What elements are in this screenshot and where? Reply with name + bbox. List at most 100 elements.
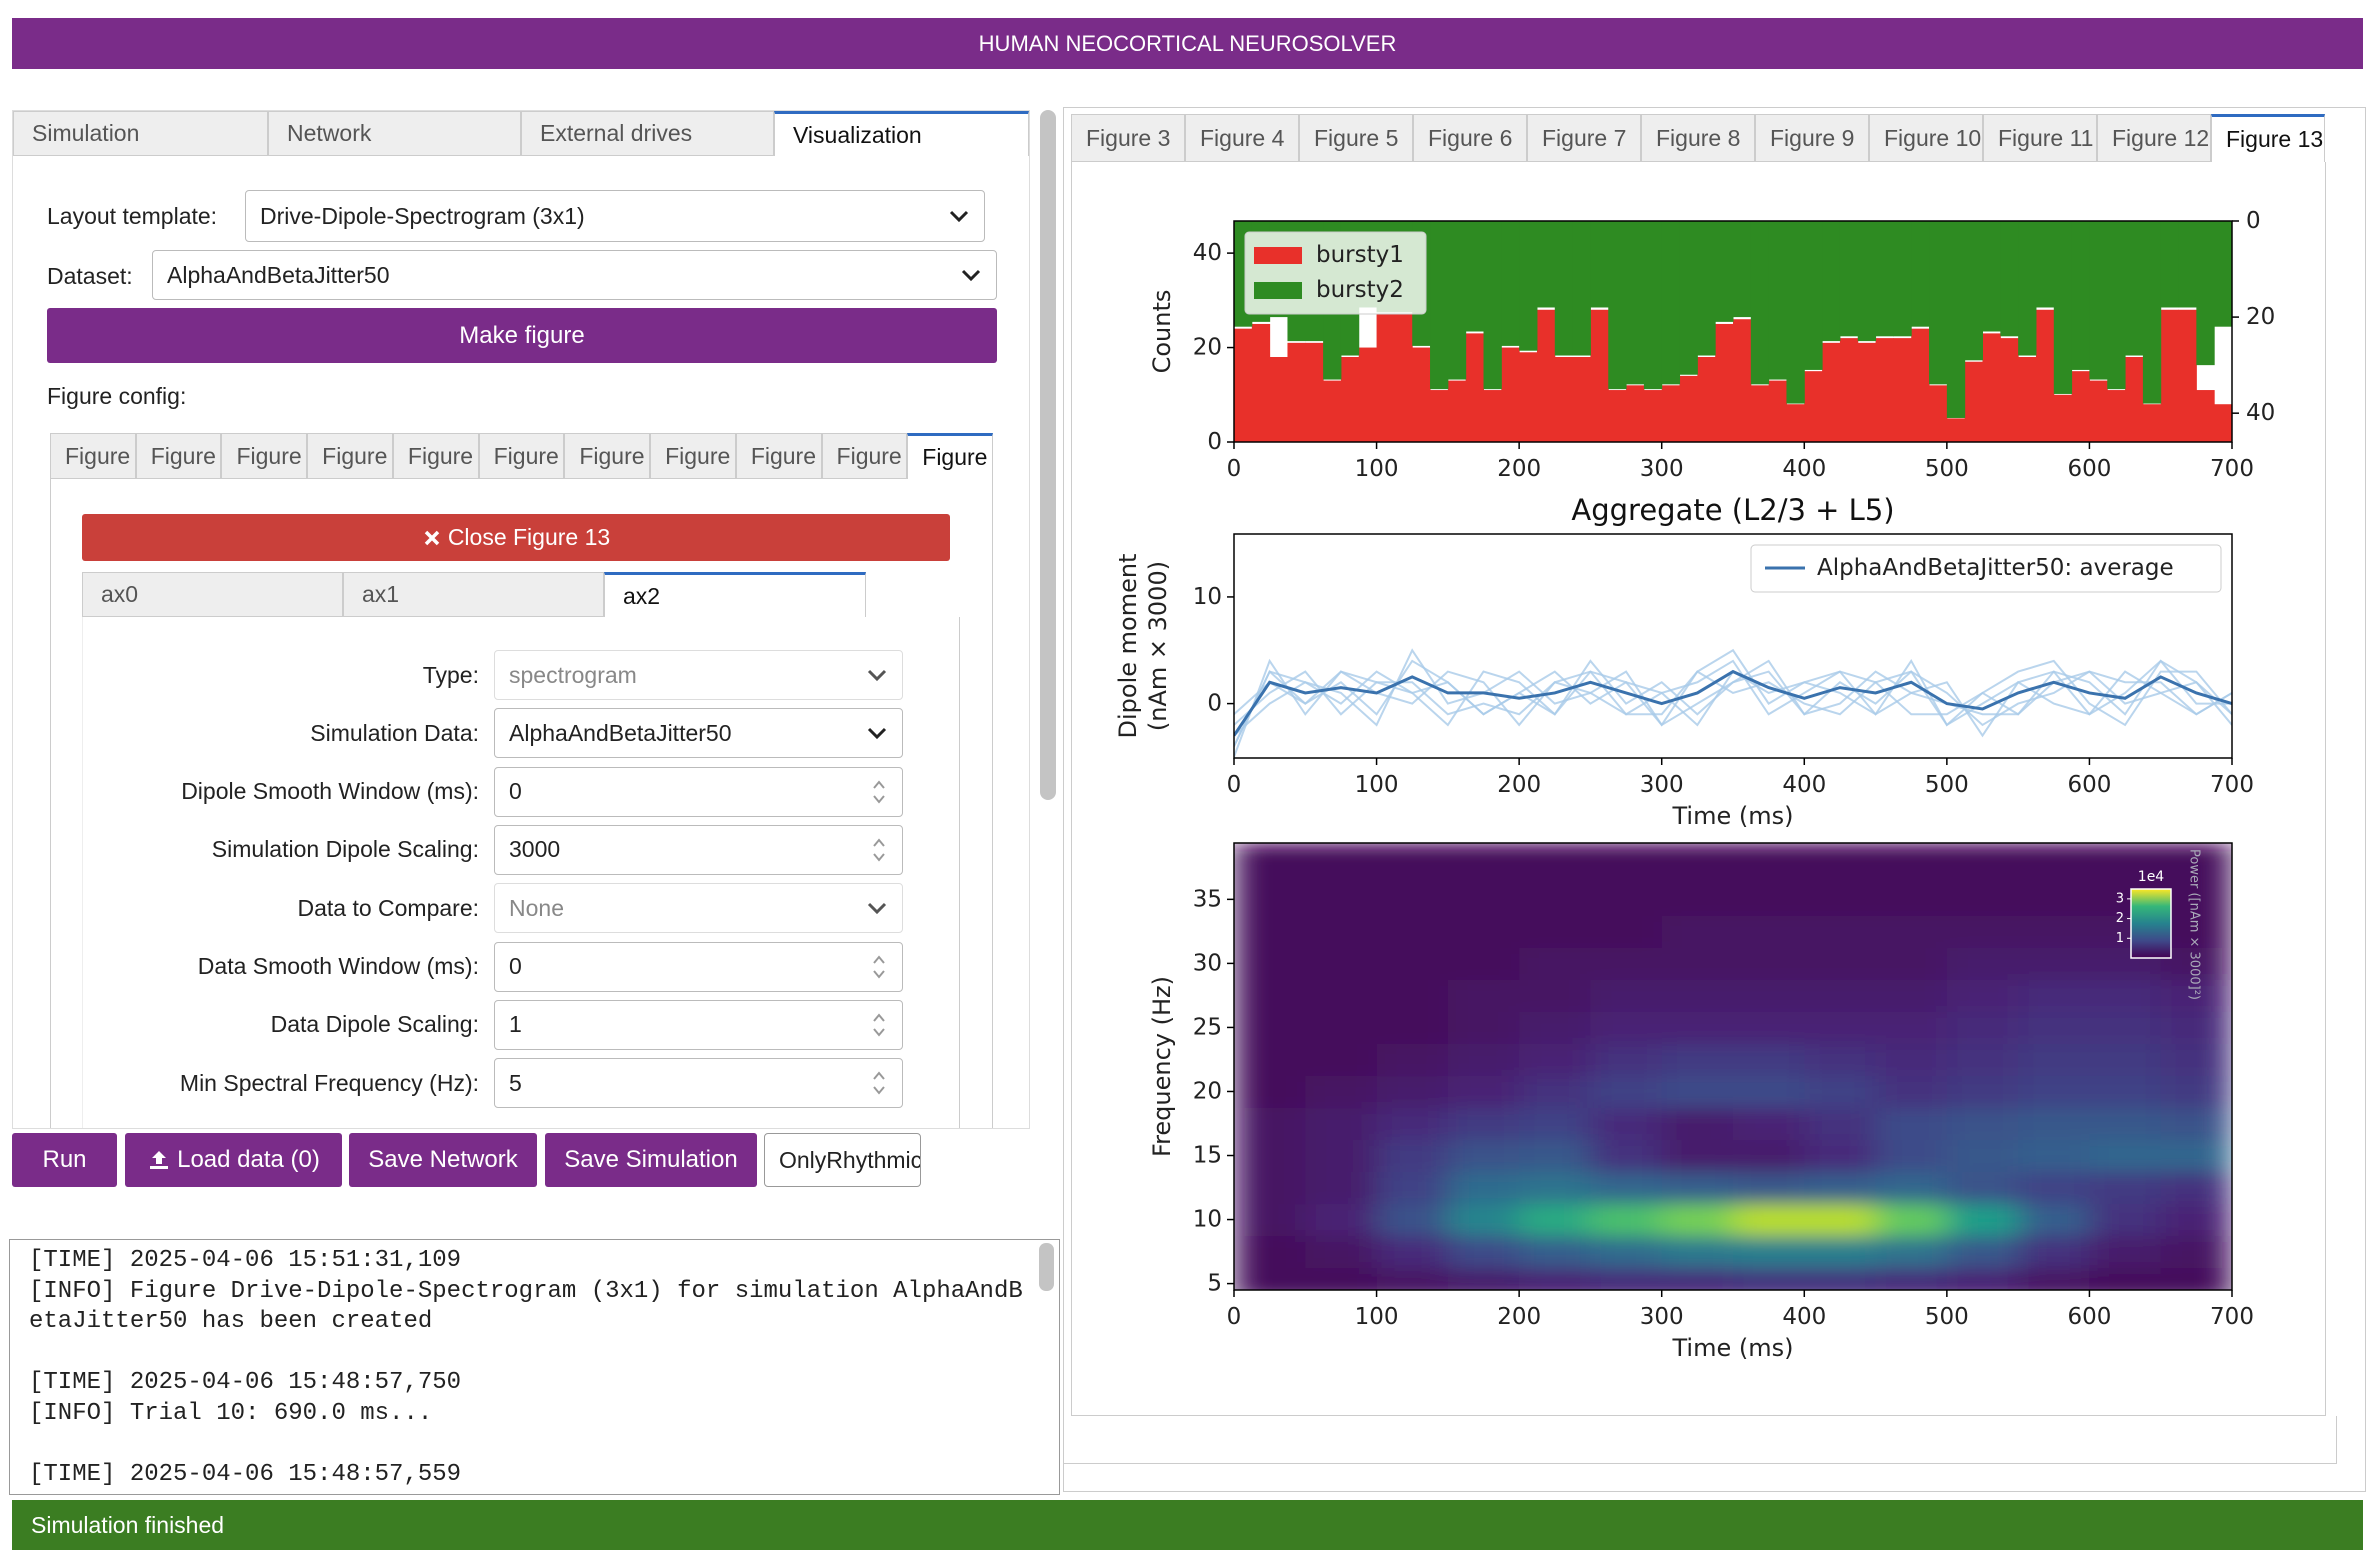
figure-tab[interactable]: Figure 5 — [221, 433, 308, 479]
field-input[interactable]: AlphaAndBetaJitter50 — [494, 708, 903, 759]
main-tab[interactable]: External drives — [521, 111, 774, 156]
figure-config-label: Figure config: — [47, 379, 186, 413]
spinner — [873, 780, 885, 804]
field-input-text: 0 — [509, 778, 522, 805]
status-bar-text: Simulation finished — [31, 1511, 225, 1538]
figure-tab[interactable]: Figure 8 — [1641, 114, 1755, 162]
dataset-label-text: Dataset: — [47, 262, 133, 289]
log-line: [TIME] 2025-04-06 15:51:31,109 — [29, 1247, 462, 1274]
header-text: HUMAN NEOCORTICAL NEUROSOLVER — [978, 30, 1397, 56]
dataset-select[interactable]: AlphaAndBetaJitter50 — [152, 250, 997, 300]
axis-tab[interactable]: ax0 — [82, 572, 343, 617]
figure-tab[interactable]: Figure 10 — [1869, 114, 1983, 162]
close-figure-text: Close Figure 13 — [447, 524, 611, 550]
make-figure[interactable]: Make figure — [47, 308, 997, 363]
action-button-text: Save Network — [368, 1146, 518, 1173]
chevron — [949, 210, 969, 223]
axis-tab[interactable]: ax1 — [343, 572, 604, 617]
figure-tab[interactable]: Figure 10 — [650, 433, 736, 479]
spinner — [873, 1071, 885, 1095]
figure-tab-text: Figure 10 — [1884, 124, 1982, 151]
figure-tab-text: Figure 4 — [1200, 124, 1285, 151]
main-tab[interactable]: Simulation — [13, 111, 268, 156]
field-label: Simulation Dipole Scaling: — [13, 833, 479, 867]
chevron — [961, 269, 981, 282]
figure-tab[interactable]: Figure 6 — [1413, 114, 1527, 162]
figure-tab[interactable]: Figure 13 — [907, 433, 993, 479]
figure-tab-text: Figure 8 — [493, 442, 564, 469]
field-input-text: AlphaAndBetaJitter50 — [509, 719, 732, 746]
action-button-text: Save Simulation — [564, 1146, 738, 1173]
figure-tab-text: Figure 6 — [322, 442, 392, 469]
figure-tab[interactable]: Figure 11 — [735, 433, 822, 479]
log-line: [INFO] Trial 10: 690.0 ms... — [29, 1399, 433, 1427]
axis-box — [82, 617, 960, 1128]
axis-tab[interactable]: ax2 — [604, 572, 866, 617]
figure-tab[interactable]: Figure 13 — [2211, 114, 2325, 162]
right-panel — [1063, 107, 2366, 1492]
field-input[interactable]: 0 — [494, 941, 903, 992]
figure-tab-text: Figure 7 — [407, 442, 478, 469]
figure-tab[interactable]: Figure 5 — [1299, 114, 1413, 162]
figure-tab[interactable]: Figure 3 — [50, 433, 136, 479]
figure-tab[interactable]: Figure 9 — [1755, 114, 1869, 162]
action-button[interactable]: Run — [12, 1133, 117, 1187]
field-label-text: Simulation Dipole Scaling: — [211, 836, 479, 863]
figure-tab[interactable]: Figure 6 — [307, 433, 393, 479]
field-label: Data Dipole Scaling: — [13, 1008, 479, 1042]
figure-area — [1071, 162, 2326, 1416]
figure-tab[interactable]: Figure 7 — [392, 433, 479, 479]
mode-select[interactable]: OnlyRhythmic — [764, 1133, 921, 1187]
layout-select[interactable]: Drive-Dipole-Spectrogram (3x1) — [245, 190, 985, 242]
field-input-text: 3000 — [509, 836, 561, 863]
field-label: Dipole Smooth Window (ms): — [13, 775, 479, 809]
figure-tab[interactable]: Figure 3 — [1071, 114, 1185, 162]
figure-tab[interactable]: Figure 8 — [478, 433, 565, 479]
field-input-text: spectrogram — [509, 661, 637, 688]
field-input[interactable]: 0 — [494, 766, 903, 817]
dataset-select-text: AlphaAndBetaJitter50 — [167, 261, 390, 288]
figure-tab[interactable]: Figure 9 — [564, 433, 651, 479]
figure-tab-text: Figure 13 — [2226, 126, 2324, 152]
figure-tab[interactable]: Figure 11 — [1983, 114, 2097, 162]
field-input-text: 5 — [509, 1069, 522, 1096]
make-figure-text: Make figure — [459, 321, 585, 349]
field-input: None — [494, 883, 903, 934]
field-label-text: Min Spectral Frequency (Hz): — [179, 1069, 479, 1096]
main-tab[interactable]: Visualization — [774, 111, 1029, 156]
figure-tab[interactable]: Figure 4 — [1185, 114, 1299, 162]
figure-tab-text: Figure 3 — [1086, 124, 1171, 151]
figure-tab-text: Figure 12 — [2112, 124, 2210, 151]
main-tab-text: Visualization — [793, 121, 922, 148]
field-input[interactable]: 1 — [494, 999, 903, 1050]
field-input[interactable]: 3000 — [494, 824, 903, 875]
main-tab[interactable]: Network — [268, 111, 521, 156]
figure-tab-text: Figure 5 — [1314, 124, 1399, 151]
figure-tab-text: Figure 4 — [150, 442, 221, 469]
right-lower — [1063, 1416, 2337, 1464]
field-label: Data to Compare: — [13, 891, 479, 925]
figure-tab[interactable]: Figure 12 — [2097, 114, 2211, 162]
main-tab-text: External drives — [540, 120, 693, 146]
action-button[interactable]: Save Simulation — [545, 1133, 757, 1187]
field-input[interactable]: 5 — [494, 1058, 903, 1109]
close-figure[interactable]: Close Figure 13 — [82, 514, 950, 561]
action-button[interactable]: Load data (0) — [125, 1133, 342, 1187]
figure-tab[interactable]: Figure 7 — [1527, 114, 1641, 162]
figure-tab[interactable]: Figure 4 — [135, 433, 222, 479]
action-button[interactable]: Save Network — [349, 1133, 537, 1187]
left-scrollbar — [1040, 110, 1056, 800]
figure-tab-text: Figure 11 — [750, 442, 821, 469]
spinner — [873, 838, 885, 862]
field-input-text: None — [509, 894, 564, 921]
axis-tab-text: ax0 — [101, 581, 139, 607]
log-box: [TIME] 2025-04-06 15:51:31,109 [INFO] Fig… — [9, 1239, 1060, 1495]
log-entry: [TIME] 2025-04-06 15:48:57,750 [INFO] Tri… — [29, 1368, 1023, 1429]
main-tab-text: Simulation — [32, 120, 140, 146]
figure-box — [50, 479, 993, 1128]
field-label-text: Type: — [422, 661, 479, 688]
figure-tab[interactable]: Figure 12 — [821, 433, 908, 479]
field-label-text: Data Smooth Window (ms): — [197, 953, 479, 979]
axis-tab-text: ax2 — [623, 582, 661, 609]
field-label-text: Dipole Smooth Window (ms): — [181, 778, 479, 805]
